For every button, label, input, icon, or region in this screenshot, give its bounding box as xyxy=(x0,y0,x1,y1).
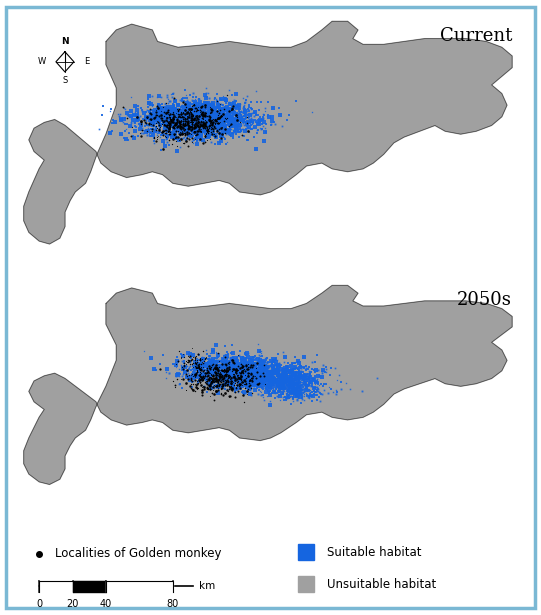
Text: Localities of Golden monkey: Localities of Golden monkey xyxy=(55,547,221,560)
Text: 20: 20 xyxy=(67,599,79,609)
Text: Suitable habitat: Suitable habitat xyxy=(327,546,421,559)
Bar xyxy=(106,581,173,592)
Text: 40: 40 xyxy=(100,599,112,609)
Text: 80: 80 xyxy=(167,599,179,609)
Text: Current: Current xyxy=(440,27,512,45)
Text: 0: 0 xyxy=(36,599,42,609)
Polygon shape xyxy=(56,52,74,72)
Text: 2050s: 2050s xyxy=(457,291,512,309)
Text: Unsuitable habitat: Unsuitable habitat xyxy=(327,577,436,590)
Polygon shape xyxy=(24,285,512,485)
Text: W: W xyxy=(37,57,45,66)
Text: E: E xyxy=(84,57,89,66)
Bar xyxy=(72,581,106,592)
Bar xyxy=(39,581,72,592)
Polygon shape xyxy=(24,22,512,244)
Text: km: km xyxy=(199,581,215,591)
Text: N: N xyxy=(61,37,69,46)
Text: S: S xyxy=(62,76,68,85)
